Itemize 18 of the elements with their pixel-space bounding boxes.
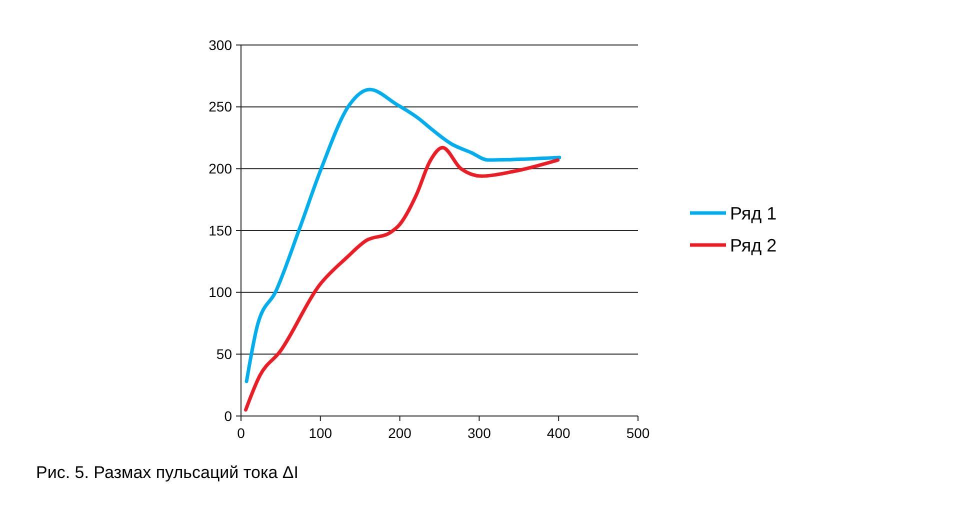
legend-label: Ряд 2 [730,235,777,256]
x-tick-label: 500 [626,425,650,441]
y-tick-label: 250 [208,98,232,115]
x-tick-label: 200 [388,425,412,441]
x-tick-label: 0 [237,425,246,441]
x-tick-label: 300 [468,425,492,441]
line-series [244,88,562,384]
y-tick-label: 50 [216,346,232,362]
y-tick-label: 0 [224,408,232,424]
y-tick-label: 100 [208,284,232,300]
y-tick-label: 200 [208,160,232,177]
legend-label: Ряд 1 [730,203,777,224]
y-tick-label: 150 [208,222,232,238]
text: Рис. 5. Размах пульсаций тока ΔI [36,463,299,482]
x-tick-label: 100 [308,425,332,441]
y-tick-label: 300 [208,36,232,53]
line-series [244,146,560,412]
x-tick-label: 400 [546,425,570,441]
